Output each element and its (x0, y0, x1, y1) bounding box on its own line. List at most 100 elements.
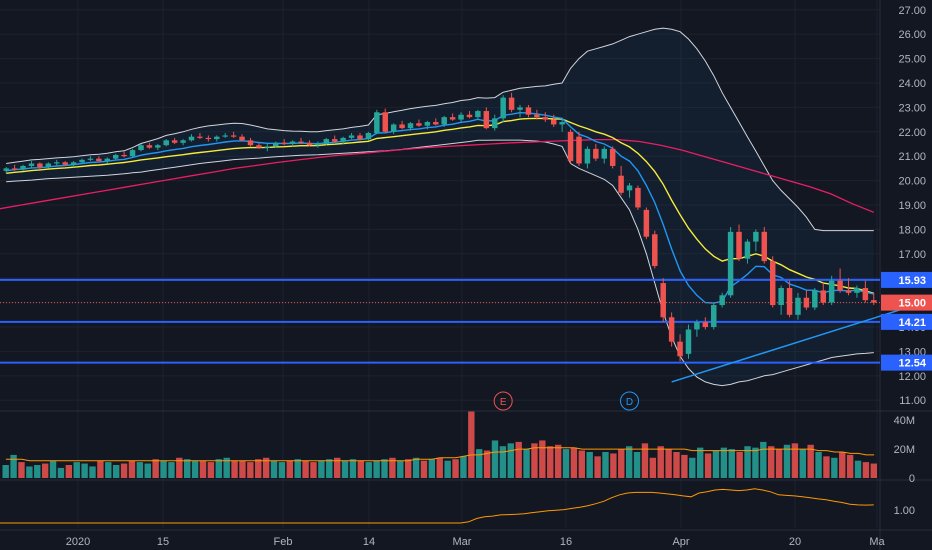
price-tag-label: 14.21 (898, 317, 926, 329)
price-axis-label: 21.00 (898, 151, 926, 163)
candle-body (407, 123, 414, 129)
candle-body (197, 136, 203, 138)
volume-bar (412, 457, 420, 478)
volume-bar (452, 459, 459, 478)
volume-bar (270, 460, 278, 478)
bollinger-upper-line (6, 27, 874, 232)
candle-body (803, 297, 810, 308)
volume-bar (720, 447, 728, 478)
volume-bar (436, 457, 443, 478)
price-tag (881, 313, 932, 330)
date-axis-label: Ma (869, 536, 885, 548)
volume-bar (112, 465, 120, 478)
volume-bar (302, 460, 309, 478)
candle-body (668, 317, 675, 342)
volume-bar (712, 450, 720, 478)
volume-bar (357, 460, 365, 478)
candle-body (264, 146, 271, 148)
volume-bar (807, 444, 814, 478)
event-marker[interactable] (493, 391, 513, 411)
volume-bar (152, 459, 159, 478)
volume-bar (397, 460, 404, 478)
candle-body (180, 140, 186, 143)
volume-bar (681, 454, 688, 478)
candle-body (550, 119, 557, 125)
candle-body (576, 136, 582, 164)
volume-bar (294, 459, 301, 478)
candle-body (449, 117, 456, 120)
event-marker[interactable] (620, 391, 640, 411)
candle-body (306, 142, 313, 146)
volume-bar (633, 452, 641, 478)
candle-body (862, 287, 869, 301)
candle-body (222, 135, 228, 137)
volume-bar (799, 449, 806, 478)
volume-bar (2, 465, 9, 478)
candle-body (121, 154, 127, 157)
volume-bar (420, 460, 428, 478)
price-axis-label: 17.00 (898, 249, 926, 261)
volume-bar (10, 454, 17, 478)
candle-body (837, 280, 843, 291)
volume-bar (578, 450, 585, 478)
candle-body (138, 145, 144, 151)
volume-bar (515, 441, 522, 478)
candle-body (534, 114, 540, 118)
price-tag (881, 271, 932, 288)
volume-bar (310, 462, 317, 478)
candle-body (96, 158, 102, 162)
candle-body (635, 187, 641, 208)
candle-body (155, 145, 161, 148)
candle-body (20, 165, 26, 170)
price-tag-label: 15.93 (898, 275, 926, 287)
sma-long-line (0, 138, 875, 213)
date-axis-label: 20 (789, 536, 801, 548)
candle-body (753, 231, 759, 242)
volume-bar (862, 462, 870, 478)
price-axis-label: 26.00 (898, 29, 926, 41)
candle-body (79, 159, 85, 163)
candle-body (618, 175, 624, 193)
candle-body (87, 158, 94, 160)
volume-bar (373, 460, 380, 478)
oscillator-line (0, 488, 874, 524)
candle-body (54, 162, 60, 164)
volume-bar (641, 443, 649, 478)
candle-body (239, 136, 245, 141)
volume-bar (444, 460, 451, 478)
candle-body (256, 145, 262, 148)
candle-body (711, 305, 717, 328)
volume-bar (846, 454, 854, 478)
volume-bar (404, 459, 412, 478)
date-axis-label: Feb (274, 536, 293, 548)
trend-line[interactable] (671, 278, 932, 383)
candle-body (112, 154, 119, 159)
candle-body (492, 118, 498, 129)
candle-body (593, 148, 599, 159)
volume-bar (468, 411, 475, 478)
volume-bar (89, 466, 96, 478)
price-tag-label: 12.54 (898, 358, 926, 370)
candle-body (289, 141, 296, 144)
volume-bar (499, 446, 507, 478)
candle-body (828, 280, 835, 303)
price-axis-label: 25.00 (898, 54, 926, 66)
volume-bar (736, 452, 743, 478)
volume-bar (333, 457, 341, 478)
candle-body (273, 142, 279, 147)
price-axis-label: 24.00 (898, 78, 926, 90)
volume-bar (191, 460, 199, 478)
candle-body (188, 136, 195, 141)
volume-bar (507, 443, 514, 478)
candle-body (626, 185, 633, 191)
candle-body (171, 140, 178, 143)
candle-body (786, 287, 793, 315)
oscillator-axis-label: 1.00 (894, 505, 915, 517)
candle-body (323, 139, 330, 144)
price-axis-label: 18.00 (898, 224, 926, 236)
candle-body (769, 261, 776, 306)
volume-bar (547, 446, 554, 478)
volume-bar (491, 440, 499, 478)
volume-bar (775, 449, 783, 478)
